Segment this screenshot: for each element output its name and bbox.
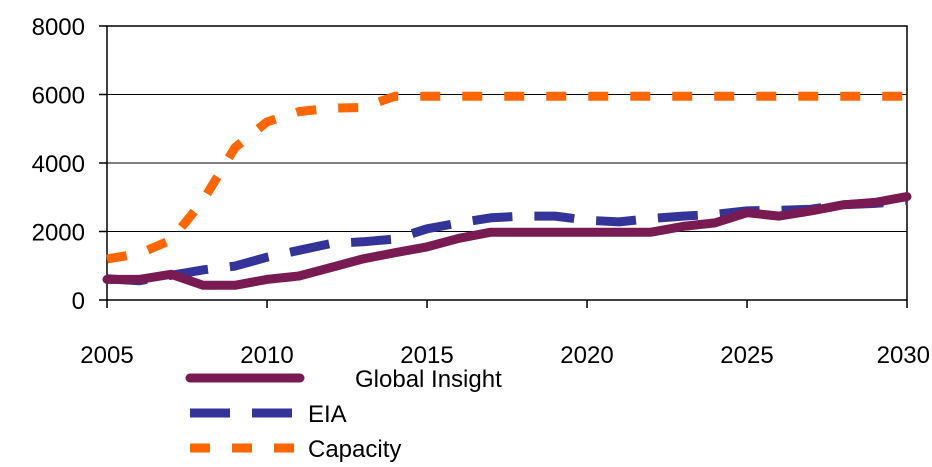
legend-item-eia: EIA [190, 401, 347, 428]
x-tick-label: 2030 [877, 342, 930, 369]
y-tick-label: 2000 [32, 220, 85, 247]
y-tick-label: 8000 [32, 14, 85, 41]
series-line-global-insight [102, 192, 912, 290]
legend-item-global-insight: Global Insight [185, 366, 502, 393]
x-tick-label: 2005 [80, 342, 133, 369]
x-axis: 2005 2010 2015 2020 2025 2030 [80, 300, 930, 369]
legend-label-capacity: Capacity [308, 436, 401, 463]
series-line-eia [106, 196, 908, 286]
x-tick-label: 2015 [400, 342, 453, 369]
legend-item-capacity: Capacity [190, 436, 401, 463]
x-tick-label: 2025 [720, 342, 773, 369]
y-tick-label: 6000 [32, 83, 85, 110]
y-tick-label: 0 [72, 288, 85, 315]
legend-label-eia: EIA [308, 401, 347, 428]
legend-label-global-insight: Global Insight [355, 366, 502, 393]
series-line-capacity [106, 91, 907, 264]
legend: Global Insight EIA Capacity [185, 366, 502, 463]
y-axis: 0 2000 4000 6000 8000 [32, 14, 107, 315]
y-tick-label: 4000 [32, 151, 85, 178]
series-lines [102, 91, 912, 290]
x-tick-label: 2010 [240, 342, 293, 369]
x-tick-label: 2020 [560, 342, 613, 369]
